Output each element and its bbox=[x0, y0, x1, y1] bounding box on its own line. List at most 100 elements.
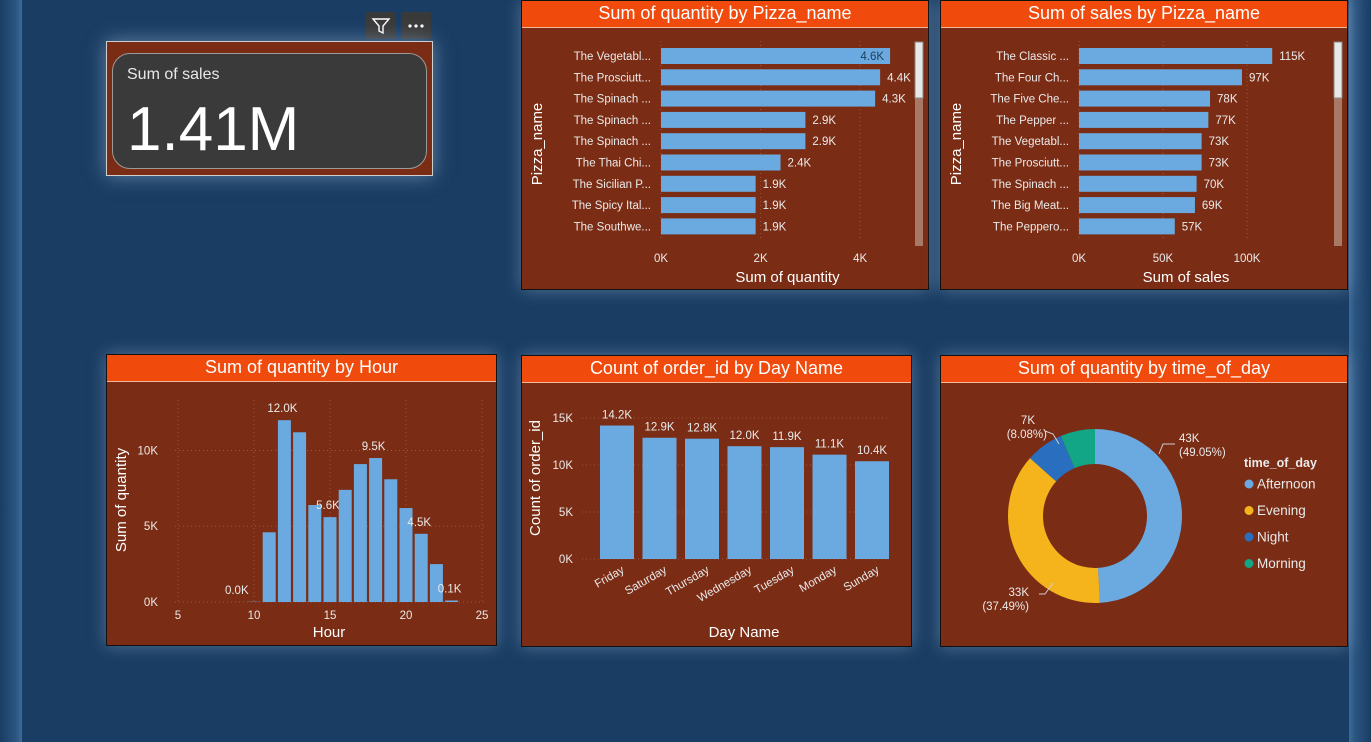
y-axis-label: Count of order_id bbox=[527, 420, 544, 536]
category-label: The Pepper ... bbox=[996, 115, 1069, 127]
tick-label: 2K bbox=[754, 253, 768, 265]
x-axis-label: Sum of sales bbox=[1143, 269, 1230, 286]
bar bbox=[445, 600, 459, 602]
tick-label: 0K bbox=[1072, 253, 1086, 265]
tick-label: 10K bbox=[553, 460, 574, 472]
qty-by-hour-chart: 0.0K 12.0K 5.6K 9.5K 4.5K 0.1K 0K 5K 10K 5 10 15 20 2… bbox=[113, 400, 489, 641]
legend-label: Morning bbox=[1257, 556, 1306, 571]
leader-line bbox=[1039, 582, 1054, 595]
data-label: 11.1K bbox=[815, 439, 845, 451]
x-axis-label: Sum of quantity bbox=[735, 269, 840, 286]
qty-by-hour-panel[interactable]: Sum of quantity by Hour 0.0K 12.0K 5.6K 9.5… bbox=[106, 354, 497, 646]
legend-marker-afternoon bbox=[1244, 479, 1254, 489]
bar bbox=[1079, 111, 1209, 128]
tick-label: 5K bbox=[144, 521, 158, 533]
category-label: The Sicilian P... bbox=[573, 179, 651, 191]
panel-title: Sum of sales by Pizza_name bbox=[941, 1, 1347, 28]
sales-by-pizza-panel[interactable]: Sum of sales by Pizza_name The Classic .… bbox=[940, 0, 1348, 290]
y-axis-label: Pizza_name bbox=[529, 103, 546, 186]
category-label: The Prosciutt... bbox=[992, 158, 1069, 170]
y-axis-label: Sum of quantity bbox=[113, 447, 130, 552]
legend-marker-night bbox=[1244, 532, 1254, 542]
bar bbox=[770, 447, 804, 559]
qty-by-pizza-panel[interactable]: Sum of quantity by Pizza_name The Vegeta… bbox=[521, 0, 929, 290]
bar bbox=[1079, 197, 1195, 214]
bar bbox=[429, 564, 443, 602]
bar bbox=[399, 508, 413, 602]
bar bbox=[1079, 90, 1211, 107]
qty-by-tod-panel[interactable]: Sum of quantity by time_of_day 43K (49.05… bbox=[940, 355, 1348, 647]
data-label: 0.1K bbox=[438, 583, 462, 595]
y-axis-label: Pizza_name bbox=[948, 103, 965, 186]
legend-label: Evening bbox=[1257, 503, 1306, 518]
data-label: 1.9K bbox=[763, 221, 787, 233]
data-label: 4.3K bbox=[882, 94, 906, 106]
slice-value-label: 33K bbox=[1009, 587, 1030, 599]
scrollbar-track bbox=[915, 42, 923, 246]
sales-card[interactable]: Sum of sales 1.41M bbox=[106, 41, 433, 176]
tick-label: 15 bbox=[324, 610, 337, 622]
category-label: The Southwe... bbox=[574, 221, 651, 233]
bar bbox=[1079, 69, 1242, 86]
bar bbox=[369, 458, 383, 602]
card-value: 1.41M bbox=[127, 95, 300, 164]
data-label: 2.4K bbox=[788, 158, 812, 170]
category-label: The Prosciutt... bbox=[574, 72, 651, 84]
bar bbox=[1079, 218, 1175, 235]
data-label: 12.0K bbox=[729, 430, 759, 442]
category-label: The Vegetabl... bbox=[574, 51, 651, 63]
category-label: The Spinach ... bbox=[574, 136, 651, 148]
bar bbox=[308, 505, 322, 602]
bar bbox=[661, 111, 806, 128]
category-label: The Spinach ... bbox=[574, 115, 651, 127]
donut-slice-evening bbox=[1008, 458, 1100, 603]
category-label: The Big Meat... bbox=[991, 200, 1069, 212]
bar bbox=[661, 48, 891, 64]
category-label: The Peppero... bbox=[993, 221, 1069, 233]
bar bbox=[642, 437, 677, 559]
category-label: Tuesday bbox=[753, 564, 797, 596]
card-label: Sum of sales bbox=[127, 66, 220, 83]
right-shadow bbox=[1349, 0, 1371, 742]
data-label: 115K bbox=[1279, 51, 1305, 63]
bar bbox=[661, 218, 756, 235]
bar bbox=[338, 489, 352, 602]
data-label: 4.6K bbox=[860, 51, 884, 63]
qty-by-pizza-chart: The Vegetabl... 4.6K The Prosciutt... 4.4K T… bbox=[529, 41, 924, 286]
filter-icon[interactable] bbox=[366, 12, 396, 39]
data-label: 70K bbox=[1204, 179, 1225, 191]
scrollbar-track bbox=[1334, 42, 1342, 246]
tick-label: 25 bbox=[476, 610, 489, 622]
category-label: The Five Che... bbox=[990, 94, 1069, 106]
data-label: 12.0K bbox=[267, 403, 297, 415]
data-label: 73K bbox=[1209, 136, 1230, 148]
slice-percent-label: (37.49%) bbox=[982, 601, 1029, 613]
slice-value-label: 43K bbox=[1179, 433, 1200, 445]
tick-label: 20 bbox=[400, 610, 413, 622]
legend-label: Night bbox=[1257, 530, 1289, 545]
bar bbox=[661, 133, 806, 150]
more-options-icon[interactable] bbox=[401, 12, 431, 39]
tick-label: 0K bbox=[559, 554, 573, 566]
legend-label: Afternoon bbox=[1257, 477, 1316, 492]
bar bbox=[685, 438, 719, 559]
slice-value-label: 7K bbox=[1021, 415, 1035, 427]
bar bbox=[293, 432, 307, 602]
orders-by-day-panel[interactable]: Count of order_id by Day Name 14.2K Frida… bbox=[521, 355, 912, 647]
bar bbox=[353, 464, 367, 602]
tick-label: 0K bbox=[144, 597, 158, 609]
panel-title: Sum of quantity by time_of_day bbox=[941, 356, 1347, 383]
bar bbox=[1079, 133, 1202, 150]
bar bbox=[661, 154, 781, 171]
bar bbox=[661, 69, 881, 86]
tick-label: 10 bbox=[248, 610, 261, 622]
tick-label: 50K bbox=[1153, 253, 1174, 265]
data-label: 4.4K bbox=[887, 72, 911, 84]
data-label: 1.9K bbox=[763, 200, 787, 212]
scrollbar-thumb bbox=[914, 41, 924, 99]
data-label: 78K bbox=[1217, 94, 1238, 106]
data-label: 69K bbox=[1202, 200, 1223, 212]
data-label: 57K bbox=[1182, 221, 1203, 233]
bar bbox=[277, 420, 291, 602]
bar bbox=[727, 446, 762, 559]
